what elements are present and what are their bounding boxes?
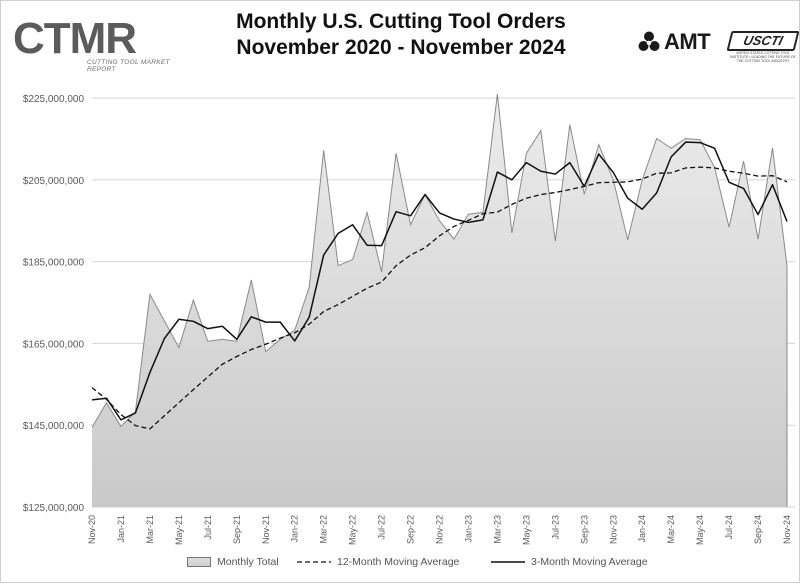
x-tick-label: Mar-23 bbox=[492, 515, 502, 544]
x-tick-label: Sep-22 bbox=[406, 515, 416, 544]
y-tick-label: $165,000,000 bbox=[23, 339, 85, 350]
x-tick-label: Jul-21 bbox=[203, 515, 213, 540]
x-tick-label: Sep-24 bbox=[753, 515, 763, 544]
x-tick-label: Nov-22 bbox=[435, 515, 445, 544]
legend-item-monthly-total: Monthly Total bbox=[187, 556, 279, 568]
chart-title-line-1: Monthly U.S. Cutting Tool Orders bbox=[236, 10, 566, 33]
three-month-average-line bbox=[91, 141, 788, 421]
legend-swatch-dashed-line bbox=[297, 561, 331, 563]
x-tick-label: Jul-24 bbox=[724, 515, 734, 540]
x-tick-label: Nov-21 bbox=[261, 515, 271, 544]
x-tick-label: May-21 bbox=[174, 515, 184, 545]
y-tick-label: $225,000,000 bbox=[23, 94, 85, 105]
chart-title: Monthly U.S. Cutting Tool Orders Novembe… bbox=[181, 9, 621, 61]
x-tick-label: May-23 bbox=[521, 515, 531, 545]
monthly-total-area-layer bbox=[91, 93, 788, 507]
usct-logo: USCTI UNITED STATES CUTTING TOOL INSTITU… bbox=[726, 29, 800, 63]
amt-logo: AMT bbox=[637, 27, 711, 57]
legend-swatch-solid-line bbox=[491, 561, 525, 563]
chart-legend: Monthly Total 12-Month Moving Average 3-… bbox=[1, 556, 800, 576]
legend-label-monthly-total: Monthly Total bbox=[217, 556, 279, 568]
chart-title-line-2: November 2020 - November 2024 bbox=[236, 36, 566, 59]
usct-logo-tagline: UNITED STATES CUTTING TOOL INSTITUTE • L… bbox=[730, 51, 796, 63]
x-tick-label: May-24 bbox=[695, 515, 705, 545]
monthly-total-outline bbox=[91, 93, 788, 507]
x-tick-label: Jul-22 bbox=[377, 515, 387, 540]
twelve-month-average-line bbox=[91, 166, 788, 430]
ctmr-logo-wordmark: CTMR bbox=[13, 14, 137, 63]
x-tick-label: May-22 bbox=[348, 515, 358, 545]
x-tick-label: Mar-21 bbox=[145, 515, 155, 544]
y-tick-label: $205,000,000 bbox=[23, 176, 85, 187]
legend-item-12-month-average: 12-Month Moving Average bbox=[297, 556, 459, 568]
legend-label-12-month-average: 12-Month Moving Average bbox=[337, 556, 460, 568]
moving-average-lines bbox=[91, 141, 788, 430]
ctmr-logo: CTMR CUTTING TOOL MARKET REPORT bbox=[13, 14, 169, 79]
x-tick-label: Jan-22 bbox=[290, 515, 300, 543]
x-tick-label: Nov-24 bbox=[782, 515, 792, 544]
x-tick-label: Jan-24 bbox=[637, 515, 647, 543]
x-tick-label: Mar-22 bbox=[319, 515, 329, 544]
amt-trefoil-icon bbox=[638, 31, 660, 51]
x-tick-label: Jul-23 bbox=[550, 515, 560, 540]
y-axis-tick-labels: $125,000,000 $145,000,000 $165,000,000 $185… bbox=[23, 94, 85, 514]
legend-swatch-monthly-total bbox=[187, 557, 211, 567]
x-axis-tick-labels: Nov-20 Jan-21 Mar-21 May-21 Jul-21 Sep-21 Nov-… bbox=[87, 515, 792, 545]
x-tick-label: Sep-23 bbox=[579, 515, 589, 544]
x-tick-label: Sep-21 bbox=[232, 515, 242, 544]
x-tick-label: Nov-23 bbox=[608, 515, 618, 544]
y-tick-label: $125,000,000 bbox=[23, 503, 85, 514]
ctmr-logo-tagline: CUTTING TOOL MARKET REPORT bbox=[87, 59, 170, 73]
amt-logo-wordmark: AMT bbox=[664, 29, 711, 54]
x-tick-label: Jan-21 bbox=[116, 515, 126, 543]
x-tick-label: Jan-23 bbox=[463, 515, 473, 543]
legend-item-3-month-average: 3-Month Moving Average bbox=[491, 556, 648, 568]
x-tick-label: Nov-20 bbox=[87, 515, 97, 544]
x-tick-label: Mar-24 bbox=[666, 515, 676, 544]
y-tick-label: $185,000,000 bbox=[23, 258, 85, 269]
legend-label-3-month-average: 3-Month Moving Average bbox=[531, 556, 648, 568]
monthly-total-area bbox=[92, 93, 787, 507]
y-tick-label: $145,000,000 bbox=[23, 421, 85, 432]
